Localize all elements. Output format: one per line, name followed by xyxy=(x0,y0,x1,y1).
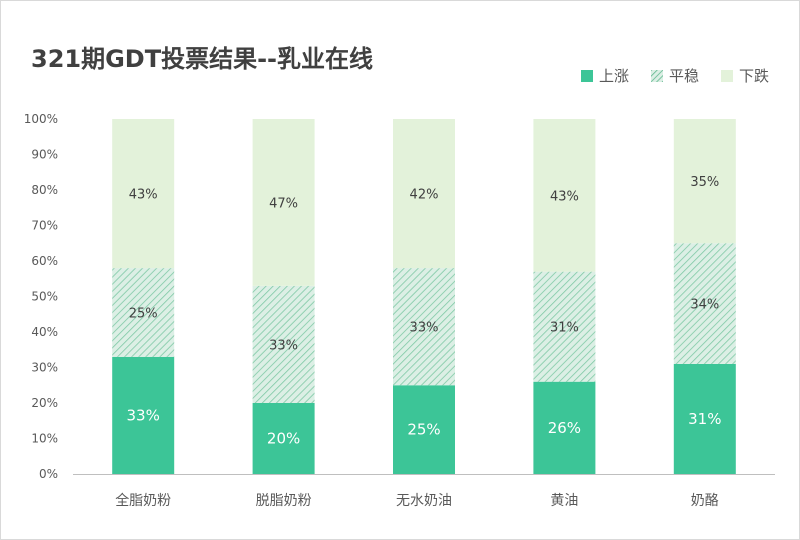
bar-segment-flat xyxy=(393,268,455,386)
x-tick-label: 奶酪 xyxy=(691,493,719,509)
legend-swatch-flat xyxy=(650,69,663,82)
bar-segment-flat xyxy=(112,268,175,357)
x-tick-label: 黄油 xyxy=(550,492,578,509)
y-tick-label: 50% xyxy=(31,290,58,304)
y-tick-label: 40% xyxy=(31,325,58,339)
legend-swatch-down xyxy=(720,69,733,82)
x-tick-label: 全脂奶粉 xyxy=(115,492,171,509)
y-axis-tick-labels: 0% 10% 20% 30% 40% 50% 60% 70% 80% 90% 100% xyxy=(24,112,58,481)
bar-segment-up xyxy=(112,356,175,474)
data-label: 33% xyxy=(127,406,160,424)
data-label: 20% xyxy=(267,430,300,448)
y-tick-label: 10% xyxy=(31,432,58,446)
bar-segment-flat xyxy=(673,243,736,364)
bar-segment-down xyxy=(533,119,596,272)
legend-label-down: 下跌 xyxy=(738,67,769,85)
data-label: 43% xyxy=(129,188,158,203)
bar-segment-down xyxy=(393,119,455,269)
data-label: 35% xyxy=(690,175,719,190)
data-label: 31% xyxy=(550,321,579,336)
y-tick-label: 100% xyxy=(24,112,58,126)
bar-segment-flat xyxy=(252,285,315,403)
legend-label-flat: 平稳 xyxy=(668,67,699,85)
data-label: 43% xyxy=(550,189,579,204)
data-labels: 33% 25% 43% 20% 33% 47% 25% 33% 42% 26% 31% 43% 31% 3… xyxy=(127,175,722,447)
y-tick-label: 80% xyxy=(31,183,58,197)
bar-segment-up xyxy=(393,385,455,474)
data-label: 26% xyxy=(548,419,581,437)
data-label: 33% xyxy=(269,338,298,353)
data-label: 47% xyxy=(269,196,298,211)
legend-label-up: 上涨 xyxy=(598,67,629,85)
chart-title: 321期GDT投票结果--乳业在线 xyxy=(31,45,374,73)
y-tick-label: 70% xyxy=(31,219,58,233)
data-label: 25% xyxy=(129,306,158,321)
data-label: 25% xyxy=(407,421,440,439)
bar-segment-up xyxy=(533,381,596,474)
data-label: 34% xyxy=(690,298,719,313)
legend-item-up: 上涨 xyxy=(580,65,629,86)
bar-segment-up xyxy=(673,363,736,474)
bar-segment-down xyxy=(252,119,315,286)
legend-swatch-up xyxy=(580,69,593,82)
y-tick-label: 60% xyxy=(31,254,58,268)
bar-segment-flat xyxy=(533,271,596,382)
bar-segment-down xyxy=(673,119,736,244)
bar-segment-up xyxy=(252,403,315,474)
data-label: 42% xyxy=(410,188,439,203)
y-tick-label: 20% xyxy=(31,396,58,410)
legend-item-down: 下跌 xyxy=(720,65,769,86)
x-axis-tick-labels: 全脂奶粉 脱脂奶粉 无水奶油 黄油 奶酪 xyxy=(115,492,719,509)
bar-segments xyxy=(112,119,736,474)
data-label: 33% xyxy=(410,321,439,336)
y-tick-label: 30% xyxy=(31,361,58,375)
legend-item-flat: 平稳 xyxy=(650,65,699,86)
y-tick-label: 90% xyxy=(31,148,58,162)
x-tick-label: 无水奶油 xyxy=(396,493,452,509)
bar-segment-down xyxy=(112,119,175,269)
chart-legend: 上涨 平稳 下跌 xyxy=(580,65,769,86)
y-tick-label: 0% xyxy=(39,467,58,481)
data-label: 31% xyxy=(688,410,721,428)
x-tick-label: 脱脂奶粉 xyxy=(256,493,312,509)
